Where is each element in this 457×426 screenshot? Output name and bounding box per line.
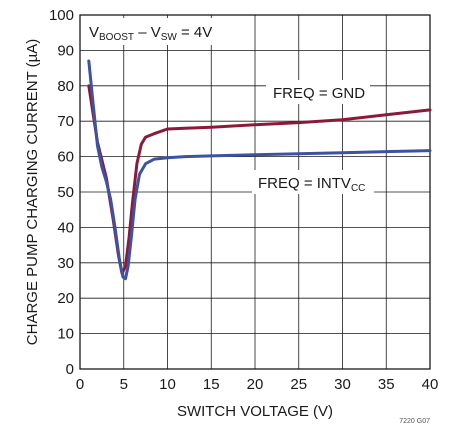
label-box-intvcc <box>252 170 374 194</box>
x-tick-label: 0 <box>76 376 84 393</box>
y-tick-label: 30 <box>57 255 74 272</box>
series-label-freq-intvcc: FREQ = INTVCC <box>258 175 365 194</box>
y-axis-label: CHARGE PUMP CHARGING CURRENT (µA) <box>24 39 41 345</box>
condition-box <box>84 18 248 45</box>
condition-prefix: V <box>89 24 99 41</box>
series-label-freq-gnd: FREQ = GND <box>273 85 365 102</box>
x-tick-label: 5 <box>120 376 128 393</box>
y-tick-labels: 0 10 20 30 40 50 60 70 80 90 100 <box>49 7 74 378</box>
y-tick-label: 50 <box>57 184 74 201</box>
condition-sub2: SW <box>161 32 178 43</box>
y-tick-label: 70 <box>57 113 74 130</box>
condition-suffix: = 4V <box>177 24 212 41</box>
y-tick-label: 100 <box>49 7 74 24</box>
series-label-intvcc-sub: CC <box>351 183 365 194</box>
label-box-gnd <box>266 80 370 104</box>
series-label-intvcc-main: FREQ = INTV <box>258 175 351 192</box>
x-tick-label: 35 <box>378 376 395 393</box>
series-line-freq-intvcc <box>87 59 432 281</box>
x-tick-label: 40 <box>422 376 439 393</box>
condition-annotation: VBOOST – VSW = 4V <box>89 24 212 43</box>
x-tick-label: 25 <box>290 376 307 393</box>
x-tick-label: 15 <box>203 376 220 393</box>
series-lines <box>87 59 432 281</box>
x-tick-label: 30 <box>334 376 351 393</box>
x-tick-labels: 0 5 10 15 20 25 30 35 40 <box>76 376 439 393</box>
y-tick-label: 80 <box>57 78 74 95</box>
x-tick-label: 10 <box>159 376 176 393</box>
x-axis-label: SWITCH VOLTAGE (V) <box>177 403 333 420</box>
y-tick-label: 40 <box>57 219 74 236</box>
condition-middle: – V <box>134 24 161 41</box>
x-tick-label: 20 <box>247 376 264 393</box>
y-tick-label: 0 <box>66 361 74 378</box>
y-tick-label: 10 <box>57 326 74 343</box>
y-tick-label: 20 <box>57 290 74 307</box>
y-tick-label: 60 <box>57 149 74 166</box>
y-tick-label: 90 <box>57 42 74 59</box>
condition-sub1: BOOST <box>99 32 134 43</box>
figure-code: 7220 G07 <box>399 418 430 425</box>
